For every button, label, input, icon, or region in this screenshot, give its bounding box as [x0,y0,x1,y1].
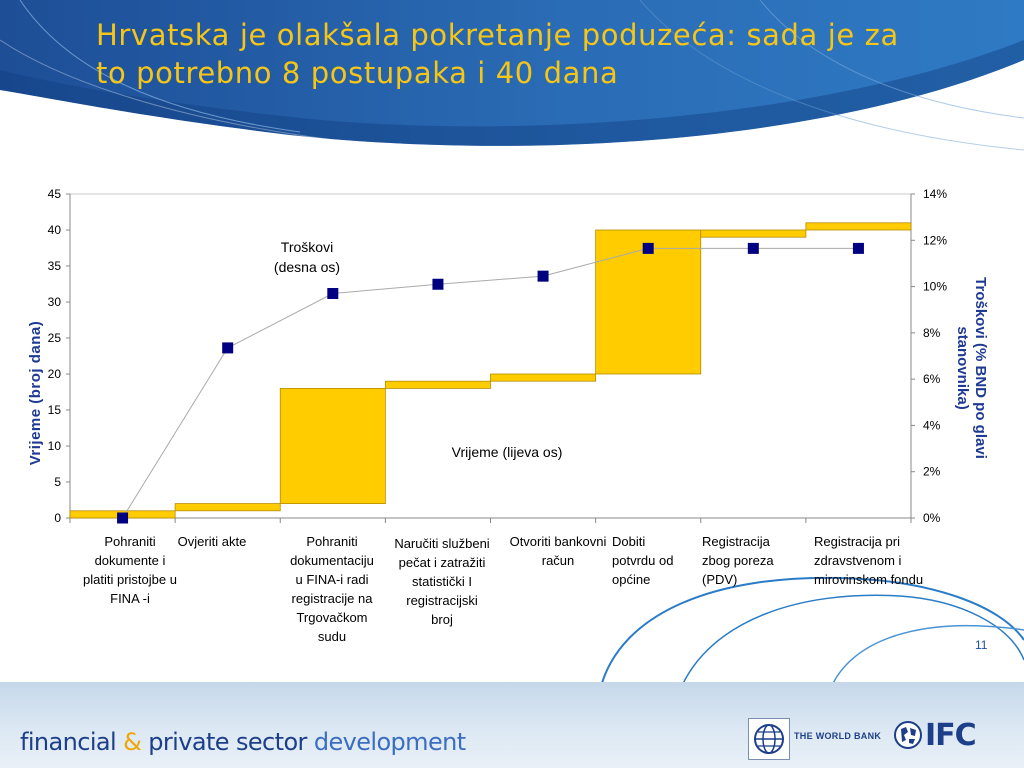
x-category-label: Otvoriti bankovni račun [509,534,607,568]
y-tick-label: 40 [48,223,62,237]
brand-development: development [313,728,466,756]
cost-marker [327,288,339,300]
time-step-bar [595,229,702,375]
x-category-label: Pohraniti dokumentaciju u FINA-i radi re… [290,534,374,644]
y-tick-label: 45 [48,187,62,201]
brand-private-sector: private sector [148,728,307,756]
y2-axis-title-line2: stanovnika) [954,326,971,409]
y2-axis-title: Troškovi (% BND po glavi [972,277,989,459]
y2-tick-label: 6% [923,372,941,386]
footer-arcs [599,576,1024,690]
brand-financial: financial [20,728,117,756]
page-number: 11 [975,638,988,652]
y-tick-label: 20 [48,367,62,381]
x-category-label: Pohraniti dokumente i platiti pristojbe … [83,534,177,606]
y-tick-label: 0 [54,511,61,525]
chart: 0 5 10 15 20 25 30 35 40 45 0% 2% 4% 6% 8% 10% 12% 14% Tro… [27,187,989,525]
y2-tick-label: 14% [923,187,947,201]
time-annotation: Vrijeme (lijeva os) [452,444,563,460]
time-step-bar [490,373,597,382]
world-bank-label: THE WORLD BANK [794,731,882,741]
cost-marker [222,342,234,354]
y2-tick-label: 8% [923,326,941,340]
cost-line [122,247,859,519]
ifc-logo-text: IFC [925,718,977,753]
footer-band [0,682,1024,768]
y-tick-label: 15 [48,403,62,417]
x-category-label: Registracija pri zdravstvenom i mirovins… [814,534,924,587]
y-tick-label: 30 [48,295,62,309]
cost-annotation: (desna os) [274,259,340,275]
y-tick-label: 10 [48,439,62,453]
x-category-label: Dobiti potvrdu od općine [612,534,674,587]
y2-tick-label: 0% [923,511,941,525]
cost-marker [852,242,864,254]
x-category-label: Naručiti službeni pečat i zatražiti stat… [394,536,490,627]
globe-icon [754,724,784,754]
plot-area [69,193,912,519]
y-tick-label: 35 [48,259,62,273]
y-tick-label: 25 [48,331,62,345]
x-category-label: Ovjeriti akte [177,534,247,549]
cost-marker [117,512,129,524]
brand-amp: & [123,728,142,756]
y2-tick-label: 12% [923,233,947,247]
y-tick-label: 5 [54,475,61,489]
x-category-label: Registracija zbog poreza (PDV) [702,534,774,587]
slide-title: Hrvatska je olakšala pokretanje poduzeća… [96,18,899,90]
time-step-bar [174,503,281,512]
y-axis-title: Vrijeme (broj dana) [27,321,44,466]
cost-marker [537,270,549,282]
time-step-bar [805,222,912,231]
footer-brand: financial & private sector development [20,728,466,756]
time-step-bar [384,380,491,389]
cost-annotation: Troškovi [281,239,333,255]
cost-marker [642,242,654,254]
world-bank-logo [748,718,790,760]
ifc-globe-icon [894,721,922,749]
time-step-bar [279,387,386,504]
cost-marker [747,242,759,254]
y2-tick-label: 2% [923,465,941,479]
header-background [0,0,1024,155]
y2-tick-label: 10% [923,280,947,294]
cost-marker [432,278,444,290]
y2-tick-label: 4% [923,418,941,432]
time-step-bar [700,229,807,238]
